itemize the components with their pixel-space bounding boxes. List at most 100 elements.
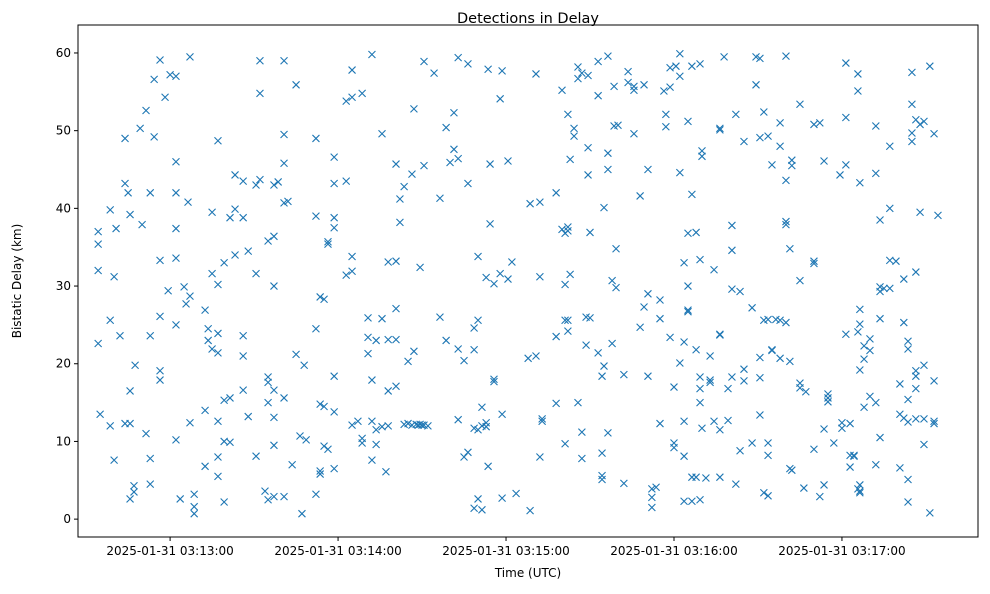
data-point <box>696 373 704 381</box>
data-point <box>538 417 547 426</box>
data-point <box>256 56 264 65</box>
data-point <box>420 57 428 66</box>
data-point <box>728 246 736 255</box>
data-point <box>702 474 710 482</box>
data-point <box>764 491 772 500</box>
data-point <box>854 328 862 336</box>
data-point <box>871 398 880 407</box>
data-point <box>564 316 572 325</box>
data-point <box>782 217 790 226</box>
data-point <box>684 117 692 126</box>
data-point <box>768 345 776 354</box>
data-point <box>270 282 278 290</box>
data-point <box>764 315 772 324</box>
data-point <box>892 257 900 266</box>
data-point <box>876 433 884 442</box>
data-point <box>172 72 180 81</box>
data-point <box>782 220 790 229</box>
data-point <box>855 366 864 374</box>
data-point <box>619 370 628 379</box>
data-point <box>925 62 934 71</box>
data-point <box>876 314 884 323</box>
data-point <box>876 287 884 296</box>
data-point <box>728 285 736 294</box>
data-point <box>564 327 572 336</box>
data-point <box>214 136 222 145</box>
data-point <box>799 484 808 492</box>
data-point <box>526 506 534 515</box>
data-point <box>698 152 706 161</box>
data-point <box>692 345 700 354</box>
data-point <box>330 372 339 381</box>
data-point <box>787 466 796 475</box>
data-point <box>280 56 288 65</box>
data-point <box>252 181 260 189</box>
data-point <box>647 484 656 493</box>
data-point <box>131 361 139 370</box>
data-point <box>871 122 880 130</box>
y-tick-label: 30 <box>56 279 71 293</box>
data-point <box>904 345 912 353</box>
data-point <box>896 463 904 472</box>
data-point <box>172 321 180 329</box>
data-point <box>716 425 724 434</box>
data-point <box>324 237 332 246</box>
data-point <box>454 154 463 163</box>
data-point <box>604 429 612 437</box>
data-point <box>239 352 248 360</box>
data-point <box>358 439 367 447</box>
data-point <box>172 435 180 444</box>
data-point <box>280 159 288 168</box>
data-point <box>688 62 696 71</box>
data-point <box>608 339 617 348</box>
data-point <box>930 376 938 385</box>
data-point <box>396 218 404 227</box>
data-point <box>204 336 213 345</box>
data-point <box>820 481 828 489</box>
data-point <box>190 490 199 499</box>
data-point <box>454 415 463 424</box>
data-point <box>256 89 264 98</box>
data-point <box>647 493 656 502</box>
data-point <box>752 80 760 89</box>
data-point <box>598 372 606 381</box>
data-point <box>776 119 784 127</box>
data-point <box>464 448 472 457</box>
data-point <box>724 384 732 393</box>
data-point <box>855 481 864 489</box>
data-point <box>810 445 818 454</box>
data-point <box>688 497 696 506</box>
data-point <box>666 63 674 72</box>
data-point <box>252 269 260 278</box>
data-point <box>96 410 105 419</box>
data-point <box>270 441 278 450</box>
data-point <box>934 211 942 220</box>
data-point <box>270 181 278 189</box>
data-point <box>172 157 180 166</box>
y-tick-label: 40 <box>56 201 71 215</box>
data-point <box>378 314 386 323</box>
data-point <box>871 460 880 469</box>
data-point <box>736 287 744 296</box>
data-point <box>490 279 498 288</box>
data-point <box>372 425 381 434</box>
data-point <box>836 171 844 179</box>
data-point <box>594 57 603 66</box>
data-point <box>630 86 638 95</box>
data-point <box>436 313 444 322</box>
data-point <box>536 198 544 207</box>
data-point <box>354 417 362 426</box>
data-point <box>536 453 544 461</box>
data-point <box>768 160 776 169</box>
data-point <box>404 419 412 428</box>
data-point <box>920 440 928 449</box>
data-point <box>116 331 124 340</box>
data-point <box>636 323 645 332</box>
data-point <box>896 380 904 388</box>
data-point <box>661 122 670 131</box>
data-point <box>911 372 920 381</box>
data-point <box>316 467 325 475</box>
data-point <box>736 446 744 455</box>
data-point <box>885 204 894 213</box>
